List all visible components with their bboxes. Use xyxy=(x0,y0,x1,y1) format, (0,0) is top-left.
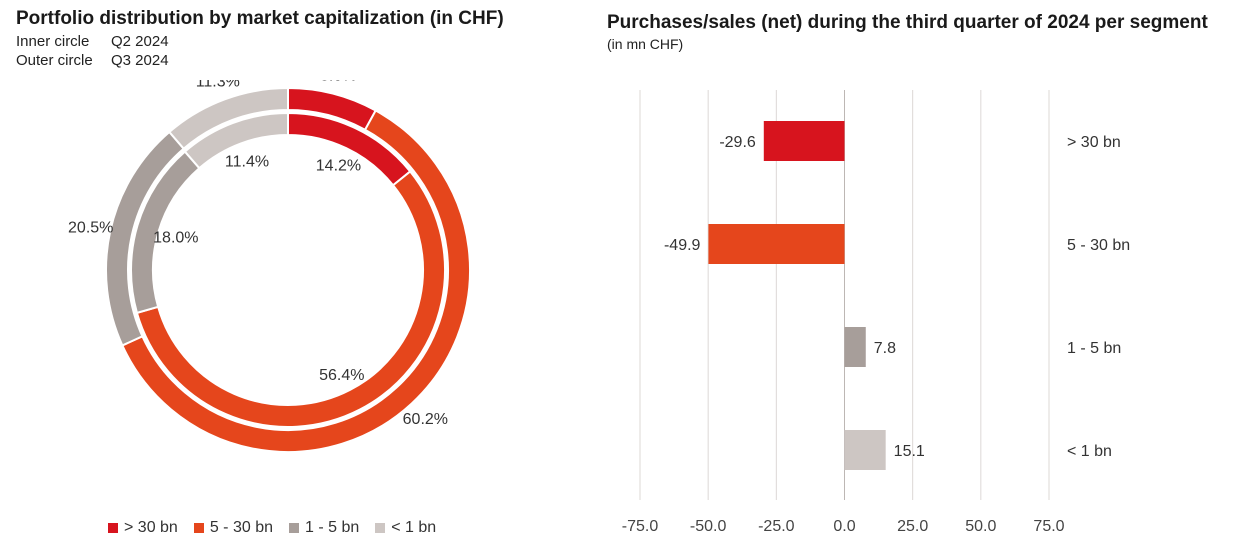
bar-xtick-label-2: -25.0 xyxy=(758,518,795,535)
bar-xtick-label-3: 0.0 xyxy=(833,518,855,535)
legend-swatch-3 xyxy=(375,523,386,533)
donut-outer-label-2: 20.5% xyxy=(68,220,113,237)
donut-inner-slice-3 xyxy=(183,111,289,170)
legend-item-1: 5 - 30 bn xyxy=(193,519,273,537)
bar-3 xyxy=(844,430,886,470)
donut-outer-label-1: 60.2% xyxy=(403,411,448,428)
donut-outer-label-3: 11.3% xyxy=(196,80,240,91)
bar-chart: -75.0 -50.0 -25.0 0.0 25.0 50.0 75.0 -29.6 > 30 … xyxy=(622,90,1130,535)
donut-inner-label-1: 56.4% xyxy=(319,367,364,384)
legend-label-2: 1 - 5 bn xyxy=(304,519,360,536)
legend-swatch-1 xyxy=(193,523,204,533)
bar-value-label-1: -49.9 xyxy=(664,237,701,254)
donut-inner-label-0: 14.2% xyxy=(316,157,361,174)
bar-chart-title: Purchases/sales (net) during the third q… xyxy=(607,12,1208,33)
donut-chart-title: Portfolio distribution by market capital… xyxy=(16,8,504,29)
bar-0 xyxy=(763,121,845,161)
donut-outer-label-0: 8.0% xyxy=(320,80,356,84)
bar-category-label-0: > 30 bn xyxy=(1067,134,1121,151)
outer-circle-period: Q3 2024 xyxy=(111,52,169,69)
bar-value-label-2: 7.8 xyxy=(874,340,896,357)
donut-inner-label-3: 11.4% xyxy=(225,153,269,170)
bar-chart-subtitle: (in mn CHF) xyxy=(607,36,684,52)
bar-xtick-label-6: 75.0 xyxy=(1033,518,1064,535)
legend-label-1: 5 - 30 bn xyxy=(209,519,273,536)
inner-circle-period: Q2 2024 xyxy=(111,33,169,50)
donut-chart: 14.2% 56.4% 18.0% 11.4% 8.0% 60.2% 20.5% 11.3% xyxy=(68,80,471,453)
donut-outer-slice-3 xyxy=(167,86,289,151)
bar-xtick-label-0: -75.0 xyxy=(622,518,659,535)
bar-category-label-1: 5 - 30 bn xyxy=(1067,237,1130,254)
legend-item-0: > 30 bn xyxy=(108,519,178,537)
donut-legend: > 30 bn 5 - 30 bn 1 - 5 bn < 1 bn xyxy=(108,519,436,537)
legend-label-0: > 30 bn xyxy=(124,519,178,536)
legend-item-2: 1 - 5 bn xyxy=(288,519,360,537)
bar-xtick-label-1: -50.0 xyxy=(690,518,727,535)
bar-1 xyxy=(708,224,845,264)
bar-xtick-label-5: 50.0 xyxy=(965,518,996,535)
bar-2 xyxy=(844,327,866,367)
bar-xtick-label-4: 25.0 xyxy=(897,518,928,535)
bar-value-label-3: 15.1 xyxy=(894,443,925,460)
legend-item-3: < 1 bn xyxy=(375,519,436,537)
bar-category-label-2: 1 - 5 bn xyxy=(1067,340,1121,357)
legend-swatch-0 xyxy=(108,523,118,533)
inner-circle-label: Inner circle xyxy=(16,33,90,50)
outer-circle-label: Outer circle xyxy=(16,52,93,69)
bar-value-label-0: -29.6 xyxy=(719,134,756,151)
donut-inner-label-2: 18.0% xyxy=(153,230,198,247)
bar-category-label-3: < 1 bn xyxy=(1067,443,1112,460)
legend-label-3: < 1 bn xyxy=(391,519,437,536)
legend-swatch-2 xyxy=(288,523,299,533)
